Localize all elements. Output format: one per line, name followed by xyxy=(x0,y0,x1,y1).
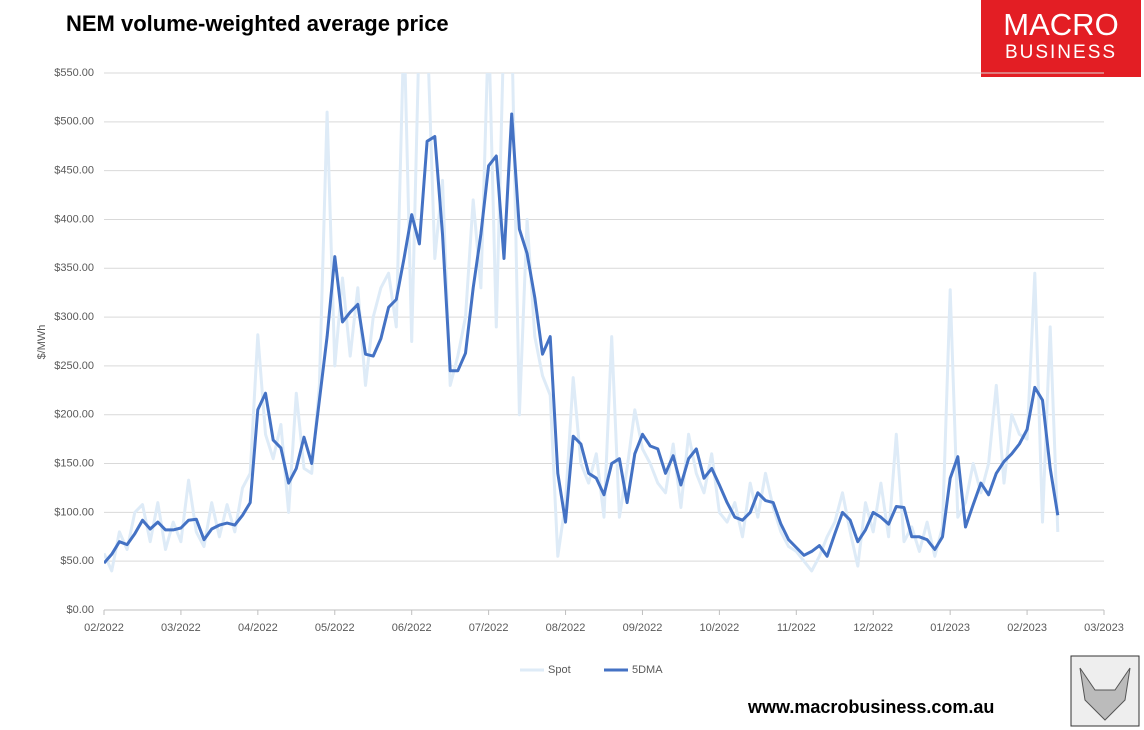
y-tick-label: $100.00 xyxy=(54,506,94,518)
x-tick-label: 10/2022 xyxy=(700,622,740,634)
x-tick-label: 12/2022 xyxy=(853,622,893,634)
y-axis-title: $/MWh xyxy=(36,325,48,360)
y-tick-label: $250.00 xyxy=(54,360,94,372)
x-tick-label: 07/2022 xyxy=(469,622,509,634)
y-tick-label: $150.00 xyxy=(54,457,94,469)
y-tick-label: $0.00 xyxy=(66,604,94,616)
x-tick-label: 02/2023 xyxy=(1007,622,1047,634)
x-tick-label: 02/2022 xyxy=(84,622,124,634)
x-tick-label: 03/2023 xyxy=(1084,622,1124,634)
y-tick-label: $350.00 xyxy=(54,262,94,274)
x-tick-label: 09/2022 xyxy=(623,622,663,634)
x-tick-label: 05/2022 xyxy=(315,622,355,634)
y-tick-label: $550.00 xyxy=(54,67,94,79)
y-tick-label: $500.00 xyxy=(54,116,94,128)
logo-box xyxy=(981,0,1141,77)
fox-shape xyxy=(1079,667,1131,721)
y-tick-label: $300.00 xyxy=(54,311,94,323)
x-tick-label: 03/2022 xyxy=(161,622,201,634)
x-tick-label: 06/2022 xyxy=(392,622,432,634)
y-tick-label: $200.00 xyxy=(54,409,94,421)
series-line xyxy=(104,112,1060,565)
y-tick-label: $50.00 xyxy=(60,555,94,567)
series-line xyxy=(104,73,1060,573)
fox-icon xyxy=(1070,655,1140,727)
logo-line1: MACRO xyxy=(1003,7,1118,42)
website: www.macrobusiness.com.au xyxy=(747,697,994,717)
logo: MACRO BUSINESS xyxy=(981,0,1141,77)
x-tick-label: 08/2022 xyxy=(546,622,586,634)
legend-label: 5DMA xyxy=(632,664,663,676)
y-tick-label: $450.00 xyxy=(54,165,94,177)
x-tick-label: 11/2022 xyxy=(777,622,816,634)
x-tick-label: 01/2023 xyxy=(930,622,970,634)
logo-line2: BUSINESS xyxy=(1005,42,1117,63)
legend-label: Spot xyxy=(548,664,571,676)
x-tick-label: 04/2022 xyxy=(238,622,278,634)
chart-title: NEM volume-weighted average price xyxy=(66,11,449,36)
y-tick-label: $400.00 xyxy=(54,213,94,225)
